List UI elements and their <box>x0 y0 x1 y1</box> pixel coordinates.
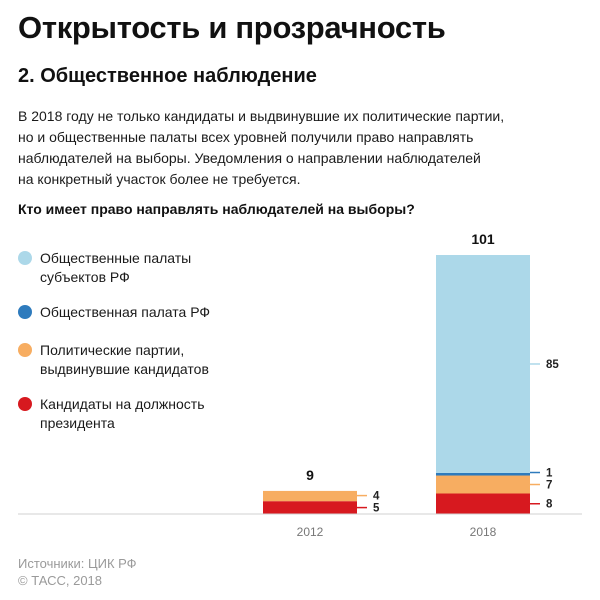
page-title: Открытость и прозрачность <box>18 10 446 45</box>
copyright-text: © ТАСС, 2018 <box>18 573 103 588</box>
segment-value-label: 4 <box>373 491 380 503</box>
segment-value-label: 7 <box>546 480 552 492</box>
legend-label: Политические партии, выдвинувшие кандидат… <box>40 342 209 377</box>
bar-segment <box>263 501 357 514</box>
legend-swatch <box>18 305 32 319</box>
intro-text: В 2018 году не только кандидаты и выдвин… <box>18 106 588 190</box>
bar-total-label: 101 <box>471 231 495 247</box>
intro-line: на конкретный участок более не требуется… <box>18 171 301 187</box>
labels-layer: 54 9 2012 8 71 85 101 2018 <box>297 231 560 539</box>
legend-swatch <box>18 397 32 411</box>
bar-segment <box>263 490 357 502</box>
bar-segment <box>436 472 530 476</box>
bar-segment <box>436 493 530 514</box>
legend-swatch <box>18 343 32 357</box>
legend-label: Общественные палаты субъектов РФ <box>40 250 192 285</box>
legend-swatch <box>18 251 32 265</box>
intro-line: наблюдателей на выборы. Уведомления о на… <box>18 150 481 166</box>
legend-label: Общественная палата РФ <box>40 304 211 320</box>
chart-source: Источники: ЦИК РФ © ТАСС, 2018 <box>18 555 137 589</box>
segment-value-label: 5 <box>373 503 380 515</box>
section-subtitle: 2. Общественное наблюдение <box>18 65 317 87</box>
bar-segment <box>436 475 530 494</box>
bar-segment <box>436 255 530 473</box>
segment-value-label: 8 <box>546 499 553 511</box>
chart-question: Кто имеет право направлять наблюдателей … <box>18 201 415 217</box>
x-tick-label: 2012 <box>297 525 324 539</box>
bars-layer <box>263 255 530 514</box>
legend-label: Кандидаты на должность президента <box>40 396 205 431</box>
intro-line: В 2018 году не только кандидаты и выдвин… <box>18 108 505 124</box>
intro-line: но и общественные палаты всех уровней по… <box>18 129 474 145</box>
bar-total-label: 9 <box>306 467 314 483</box>
segment-value-label: 85 <box>546 359 559 371</box>
x-tick-label: 2018 <box>470 525 497 539</box>
source-text: Источники: ЦИК РФ <box>18 556 137 571</box>
segment-value-label: 1 <box>546 468 553 480</box>
